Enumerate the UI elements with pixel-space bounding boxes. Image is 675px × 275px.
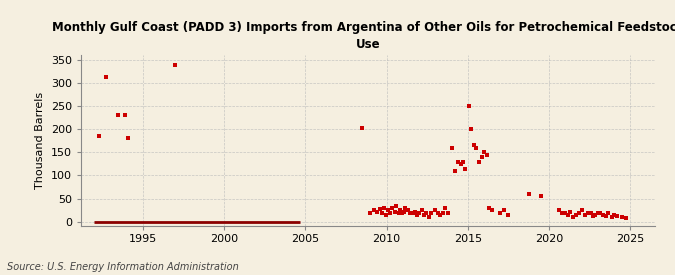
Point: [385, 211, 396, 216]
Point: [410, 209, 421, 214]
Point: [442, 211, 453, 216]
Point: [470, 145, 481, 150]
Point: [503, 213, 514, 217]
Point: [402, 208, 413, 212]
Point: [477, 155, 487, 159]
Point: [400, 206, 410, 210]
Point: [583, 211, 593, 216]
Point: [606, 215, 617, 219]
Point: [460, 166, 470, 171]
Point: [414, 210, 425, 215]
Point: [450, 169, 460, 173]
Point: [93, 134, 104, 138]
Point: [474, 160, 485, 164]
Point: [379, 206, 389, 210]
Point: [426, 210, 437, 215]
Point: [468, 143, 479, 148]
Point: [411, 213, 422, 217]
Point: [423, 215, 434, 219]
Point: [389, 209, 400, 214]
Point: [595, 210, 605, 215]
Point: [576, 208, 587, 212]
Point: [535, 194, 546, 199]
Point: [597, 213, 608, 217]
Point: [365, 210, 376, 215]
Point: [437, 210, 448, 215]
Point: [585, 210, 596, 215]
Point: [593, 211, 603, 216]
Point: [483, 206, 494, 210]
Point: [387, 206, 398, 210]
Point: [554, 208, 564, 212]
Point: [495, 210, 506, 215]
Point: [479, 150, 489, 155]
Point: [375, 207, 385, 211]
Point: [560, 211, 571, 216]
Point: [455, 162, 466, 166]
Point: [453, 160, 464, 164]
Point: [466, 127, 477, 131]
Text: Source: U.S. Energy Information Administration: Source: U.S. Energy Information Administ…: [7, 262, 238, 272]
Point: [119, 113, 130, 117]
Point: [609, 213, 620, 217]
Point: [418, 213, 429, 217]
Point: [565, 209, 576, 214]
Point: [481, 152, 492, 157]
Point: [405, 210, 416, 215]
Point: [458, 160, 468, 164]
Point: [617, 215, 628, 219]
Point: [380, 213, 391, 217]
Point: [395, 208, 406, 212]
Point: [371, 209, 382, 214]
Point: [612, 214, 623, 218]
Point: [113, 113, 124, 117]
Point: [439, 206, 450, 210]
Point: [368, 208, 379, 212]
Point: [498, 208, 509, 212]
Point: [123, 136, 134, 141]
Point: [101, 75, 111, 79]
Point: [574, 210, 585, 215]
Point: [421, 211, 432, 216]
Point: [570, 213, 581, 217]
Point: [587, 214, 598, 218]
Point: [391, 204, 402, 208]
Point: [398, 209, 409, 214]
Y-axis label: Thousand Barrels: Thousand Barrels: [35, 92, 45, 189]
Point: [487, 208, 497, 212]
Point: [357, 126, 368, 130]
Point: [397, 211, 408, 216]
Point: [433, 210, 443, 215]
Point: [621, 216, 632, 220]
Point: [463, 104, 474, 108]
Point: [407, 211, 418, 216]
Point: [603, 211, 614, 216]
Point: [446, 145, 457, 150]
Point: [416, 208, 427, 212]
Point: [376, 211, 387, 216]
Point: [435, 213, 446, 217]
Point: [430, 208, 441, 212]
Point: [523, 192, 534, 196]
Title: Monthly Gulf Coast (PADD 3) Imports from Argentina of Other Oils for Petrochemic: Monthly Gulf Coast (PADD 3) Imports from…: [51, 21, 675, 51]
Point: [590, 213, 601, 217]
Point: [394, 210, 404, 215]
Point: [170, 63, 181, 67]
Point: [557, 210, 568, 215]
Point: [562, 213, 573, 217]
Point: [383, 208, 394, 212]
Point: [579, 213, 590, 217]
Point: [601, 214, 612, 218]
Point: [568, 215, 579, 219]
